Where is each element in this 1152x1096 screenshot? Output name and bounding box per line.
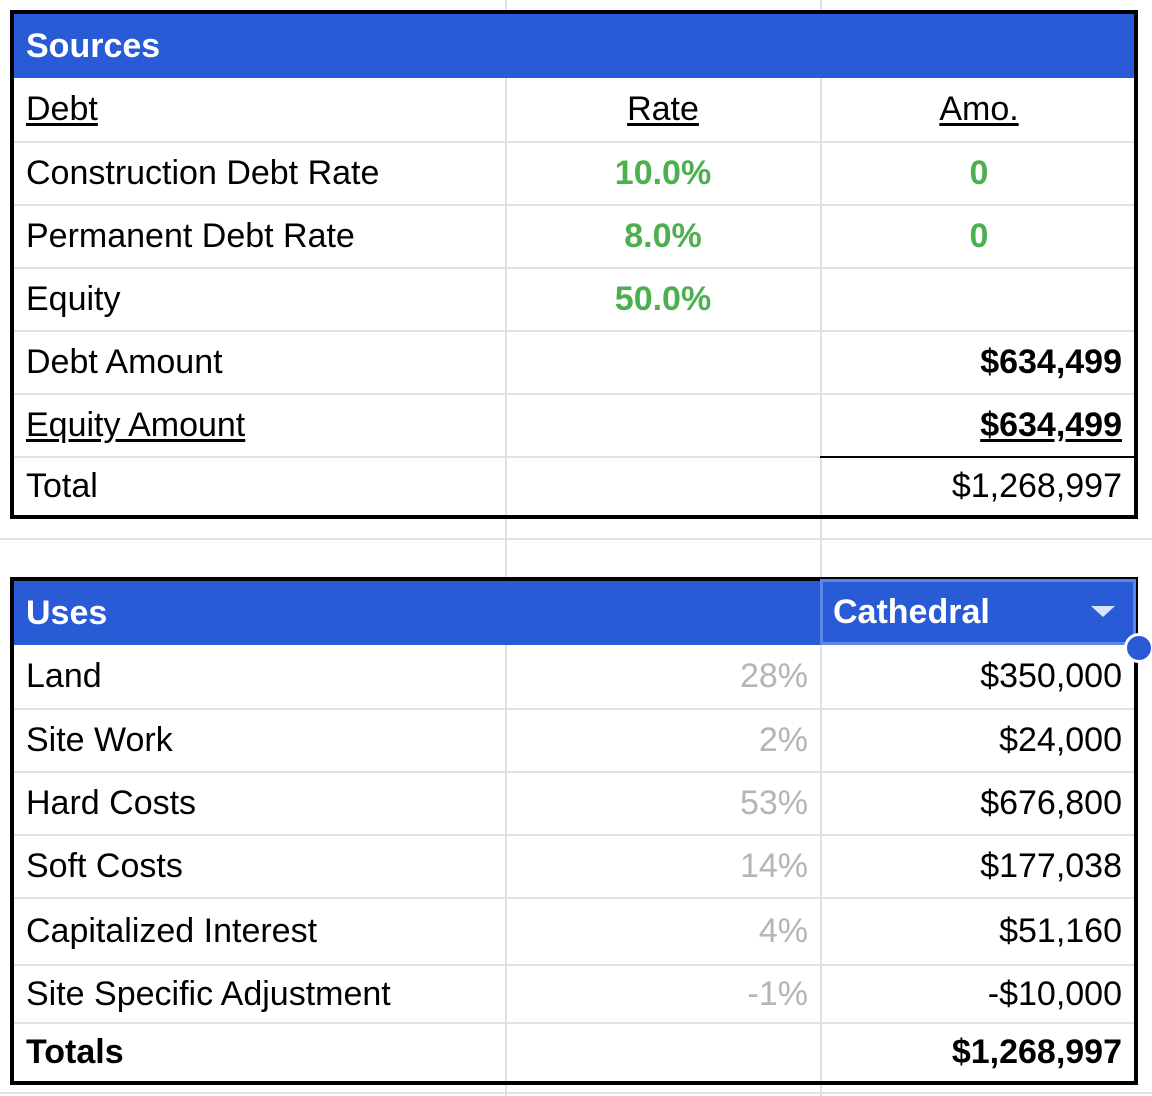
column-divider	[820, 78, 822, 515]
cell-amount-header[interactable]: Amo.	[822, 78, 1136, 141]
sources-row-equity-amount: Equity Amount $634,499	[14, 393, 1134, 456]
amount-value[interactable]: -$10,000	[987, 974, 1122, 1013]
row-label[interactable]: Total	[26, 467, 98, 505]
uses-row-hard-costs: Hard Costs 53% $676,800	[14, 771, 1134, 834]
amount-header-label: Amo.	[939, 90, 1019, 128]
amount-value: $634,499	[980, 406, 1122, 444]
sources-table: Sources Debt Rate Amo. Construction Debt…	[10, 10, 1138, 519]
fill-handle-icon[interactable]	[1124, 633, 1152, 663]
rate-header-label: Rate	[627, 90, 699, 128]
row-label[interactable]: Land	[26, 657, 102, 695]
caret-down-icon[interactable]	[1091, 606, 1115, 617]
amount-value[interactable]: $350,000	[980, 657, 1122, 695]
debt-header-label: Debt	[26, 90, 98, 128]
amount-value[interactable]: $51,160	[999, 912, 1122, 950]
percent-value[interactable]: 2%	[758, 721, 808, 759]
sources-column-header-row: Debt Rate Amo.	[14, 78, 1134, 141]
uses-row-totals: Totals $1,268,997	[14, 1022, 1134, 1081]
uses-row-site-work: Site Work 2% $24,000	[14, 708, 1134, 771]
row-label[interactable]: Capitalized Interest	[26, 912, 318, 950]
column-divider	[820, 645, 822, 1081]
uses-row-soft-costs: Soft Costs 14% $177,038	[14, 834, 1134, 897]
cell-equity-amount-label[interactable]: Equity Amount	[26, 395, 496, 456]
grid-column-line	[505, 0, 507, 1096]
percent-value[interactable]: 53%	[739, 784, 808, 822]
sources-row-total: Total $1,268,997	[14, 456, 1134, 515]
row-label[interactable]: Permanent Debt Rate	[26, 217, 355, 255]
percent-value[interactable]: -1%	[747, 974, 808, 1013]
column-divider	[505, 645, 507, 1081]
totals-amount[interactable]: $1,268,997	[951, 1033, 1122, 1071]
uses-title: Uses	[26, 594, 108, 632]
sources-row-equity: Equity 50.0%	[14, 267, 1134, 330]
row-label[interactable]: Site Specific Adjustment	[26, 974, 391, 1013]
amount-value[interactable]: $1,268,997	[951, 467, 1122, 505]
rate-value[interactable]: 8.0%	[624, 217, 702, 255]
sources-title: Sources	[26, 27, 161, 65]
uses-row-capitalized-interest: Capitalized Interest 4% $51,160	[14, 897, 1134, 964]
percent-value[interactable]: 4%	[758, 912, 808, 950]
row-label[interactable]: Site Work	[26, 721, 173, 759]
uses-row-site-specific-adjustment: Site Specific Adjustment -1% -$10,000	[14, 964, 1134, 1022]
column-divider	[505, 78, 507, 515]
grid-column-line	[820, 0, 822, 1096]
rate-value[interactable]	[506, 395, 820, 456]
row-label[interactable]: Soft Costs	[26, 847, 183, 885]
total-rule	[820, 456, 1134, 458]
cell-debt-header[interactable]: Debt	[26, 78, 496, 141]
scenario-dropdown-value: Cathedral	[833, 593, 990, 631]
rate-value[interactable]: 10.0%	[614, 154, 712, 192]
row-label[interactable]: Equity	[26, 280, 121, 318]
rate-value[interactable]: 50.0%	[614, 280, 712, 318]
cell-rate-header[interactable]: Rate	[506, 78, 820, 141]
grid-row-line	[0, 538, 1152, 540]
row-label: Equity Amount	[26, 406, 246, 444]
amount-value[interactable]: $676,800	[980, 784, 1122, 822]
row-label[interactable]: Construction Debt Rate	[26, 154, 380, 192]
sources-row-debt-amount: Debt Amount $634,499	[14, 330, 1134, 393]
cell-equity-amount-value[interactable]: $634,499	[822, 395, 1122, 456]
rate-value[interactable]	[506, 458, 820, 515]
sources-header: Sources	[14, 14, 1134, 78]
amount-value[interactable]	[822, 269, 1122, 330]
totals-label[interactable]: Totals	[26, 1033, 124, 1071]
amount-value[interactable]: 0	[969, 154, 989, 192]
row-label[interactable]: Hard Costs	[26, 784, 197, 822]
amount-value[interactable]: $634,499	[980, 343, 1122, 381]
grid-row-line	[0, 1092, 1152, 1094]
amount-value[interactable]: 0	[969, 217, 989, 255]
percent-value[interactable]: 14%	[739, 847, 808, 885]
uses-row-land: Land 28% $350,000	[14, 645, 1134, 708]
amount-value[interactable]: $24,000	[999, 721, 1122, 759]
uses-table: Uses Cathedral Land 28% $350,000 Site Wo…	[10, 577, 1138, 1085]
percent-value[interactable]: 28%	[739, 657, 808, 695]
sources-row-construction-debt: Construction Debt Rate 10.0% 0	[14, 141, 1134, 204]
scenario-dropdown[interactable]: Cathedral	[820, 579, 1136, 645]
rate-value[interactable]	[506, 332, 820, 393]
uses-header: Uses Cathedral	[14, 579, 1136, 645]
sources-row-permanent-debt: Permanent Debt Rate 8.0% 0	[14, 204, 1134, 267]
amount-value[interactable]: $177,038	[980, 847, 1122, 885]
row-label[interactable]: Debt Amount	[26, 343, 223, 381]
